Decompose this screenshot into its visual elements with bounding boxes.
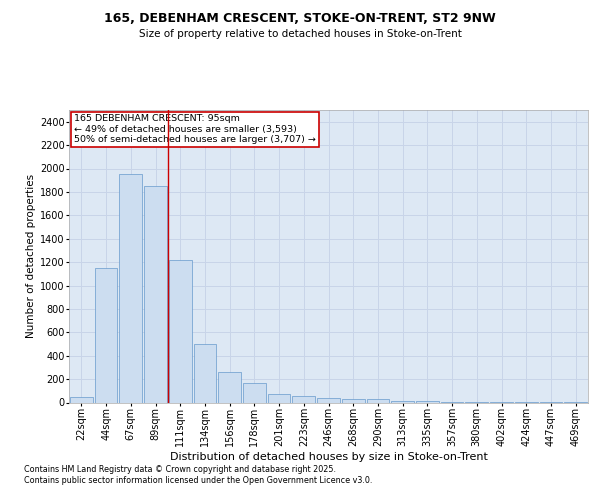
Bar xyxy=(391,400,414,402)
Text: Contains HM Land Registry data © Crown copyright and database right 2025.: Contains HM Land Registry data © Crown c… xyxy=(24,465,336,474)
Bar xyxy=(268,394,290,402)
Bar xyxy=(95,268,118,402)
Bar xyxy=(194,344,216,403)
Text: 165 DEBENHAM CRESCENT: 95sqm
← 49% of detached houses are smaller (3,593)
50% of: 165 DEBENHAM CRESCENT: 95sqm ← 49% of de… xyxy=(74,114,316,144)
Bar xyxy=(218,372,241,402)
Bar xyxy=(144,186,167,402)
Bar xyxy=(367,399,389,402)
Bar xyxy=(70,396,93,402)
Y-axis label: Number of detached properties: Number of detached properties xyxy=(26,174,36,338)
Bar xyxy=(292,396,315,402)
Bar xyxy=(169,260,191,402)
Text: Contains public sector information licensed under the Open Government Licence v3: Contains public sector information licen… xyxy=(24,476,373,485)
Bar xyxy=(119,174,142,402)
Text: 165, DEBENHAM CRESCENT, STOKE-ON-TRENT, ST2 9NW: 165, DEBENHAM CRESCENT, STOKE-ON-TRENT, … xyxy=(104,12,496,26)
X-axis label: Distribution of detached houses by size in Stoke-on-Trent: Distribution of detached houses by size … xyxy=(170,452,487,462)
Text: Size of property relative to detached houses in Stoke-on-Trent: Size of property relative to detached ho… xyxy=(139,29,461,39)
Bar xyxy=(317,398,340,402)
Bar xyxy=(342,399,365,402)
Bar xyxy=(243,383,266,402)
